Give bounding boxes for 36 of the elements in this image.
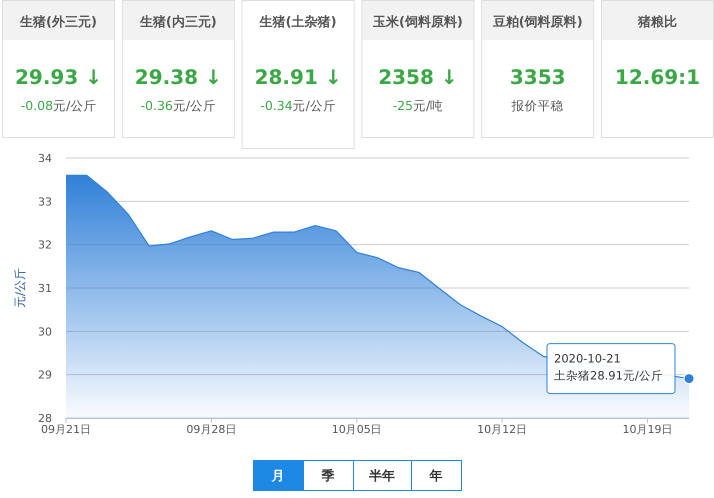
x-tick-label: 09月21日 [41, 423, 91, 436]
text: -0.08元/公斤 [20, 98, 96, 113]
category-label: 生猪(土杂猪) [258, 15, 337, 30]
category-label: 猪粮比 [637, 14, 677, 30]
text: 月 [270, 469, 284, 484]
text: 年 [428, 469, 442, 484]
text: -0.36元/公斤 [140, 98, 216, 113]
category-label: 玉米(饲料原料) [372, 15, 463, 30]
text: 报价平稳 [510, 98, 564, 113]
text: 28.91 ↓ [254, 65, 342, 89]
x-tick-label: 10月12日 [477, 423, 528, 436]
annotation: 土杂猪28.91元/公斤 [554, 368, 663, 383]
x-tick-label: 10月05日 [332, 423, 382, 436]
text: 半年 [368, 469, 395, 484]
category-label: 生猪(外三元) [19, 15, 97, 30]
text: 3353 [510, 65, 566, 89]
text: -25元/吨 [392, 98, 444, 113]
text: 29.38 ↓ [134, 65, 222, 89]
category-label: 生猪(内三元) [138, 15, 217, 30]
text: 季 [320, 468, 334, 484]
y-tick-label: 29 [38, 368, 52, 382]
y-tick-label: 32 [38, 238, 52, 252]
y-tick-label: 30 [38, 325, 52, 338]
y-tick-label: 31 [38, 282, 52, 295]
y-tick-label: 28 [38, 412, 52, 425]
category-label: 豆粕(饲料原料) [492, 15, 583, 30]
y-axis-title: 元/公斤 [13, 268, 27, 308]
y-tick-label: 33 [38, 195, 52, 208]
x-tick-label: 10月19日 [622, 423, 672, 436]
annotation: 2020-10-21 [554, 352, 621, 366]
text: 2358 ↓ [378, 65, 458, 89]
text: 12.69:1 [614, 65, 700, 89]
text: 29.93 ↓ [15, 65, 102, 89]
x-tick-label: 09月28日 [186, 423, 236, 436]
text: -0.34元/公斤 [260, 98, 336, 113]
y-tick-label: 34 [38, 152, 52, 165]
